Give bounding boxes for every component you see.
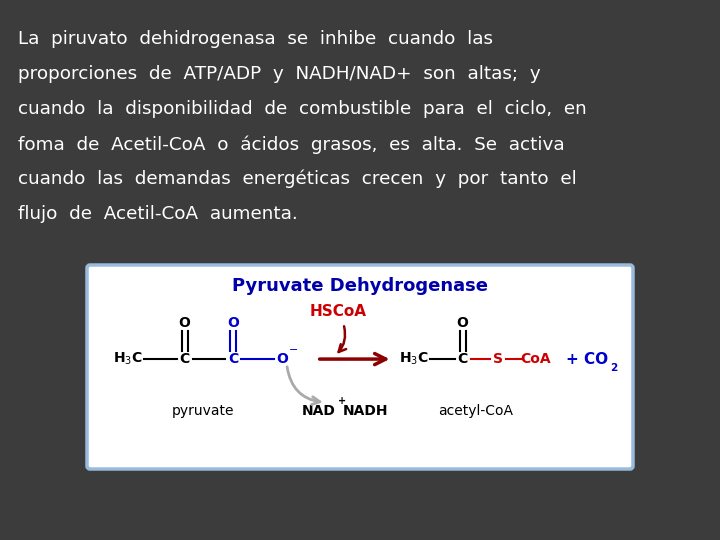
Text: S: S (492, 352, 503, 366)
Text: +: + (338, 396, 346, 406)
Text: H$_3$C: H$_3$C (113, 351, 143, 367)
Text: acetyl-CoA: acetyl-CoA (438, 403, 513, 417)
Text: La  piruvato  dehidrogenasa  se  inhibe  cuando  las: La piruvato dehidrogenasa se inhibe cuan… (18, 30, 493, 48)
FancyArrowPatch shape (287, 367, 320, 404)
Text: pyruvate: pyruvate (172, 403, 235, 417)
Text: NADH: NADH (343, 403, 389, 417)
Text: O: O (179, 316, 190, 330)
Text: O: O (276, 352, 287, 366)
FancyBboxPatch shape (87, 265, 633, 469)
Text: O: O (228, 316, 239, 330)
Text: C: C (457, 352, 468, 366)
Text: CoA: CoA (520, 352, 551, 366)
Text: C: C (179, 352, 189, 366)
Text: cuando  las  demandas  energéticas  crecen  y  por  tanto  el: cuando las demandas energéticas crecen y… (18, 170, 577, 188)
Text: HSCoA: HSCoA (310, 304, 367, 319)
Text: cuando  la  disponibilidad  de  combustible  para  el  ciclo,  en: cuando la disponibilidad de combustible … (18, 100, 587, 118)
Text: O: O (456, 316, 469, 330)
FancyArrowPatch shape (338, 326, 346, 352)
Text: flujo  de  Acetil-CoA  aumenta.: flujo de Acetil-CoA aumenta. (18, 205, 298, 223)
Text: C: C (228, 352, 238, 366)
Text: H$_3$C: H$_3$C (399, 351, 429, 367)
Text: + CO: + CO (566, 352, 608, 367)
Text: NAD: NAD (302, 403, 336, 417)
Text: Pyruvate Dehydrogenase: Pyruvate Dehydrogenase (232, 277, 488, 295)
Text: foma  de  Acetil-CoA  o  ácidos  grasos,  es  alta.  Se  activa: foma de Acetil-CoA o ácidos grasos, es a… (18, 135, 564, 153)
Text: proporciones  de  ATP/ADP  y  NADH/NAD+  son  altas;  y: proporciones de ATP/ADP y NADH/NAD+ son … (18, 65, 541, 83)
Text: 2: 2 (611, 363, 618, 373)
FancyArrowPatch shape (320, 354, 386, 364)
Text: −: − (289, 345, 298, 355)
